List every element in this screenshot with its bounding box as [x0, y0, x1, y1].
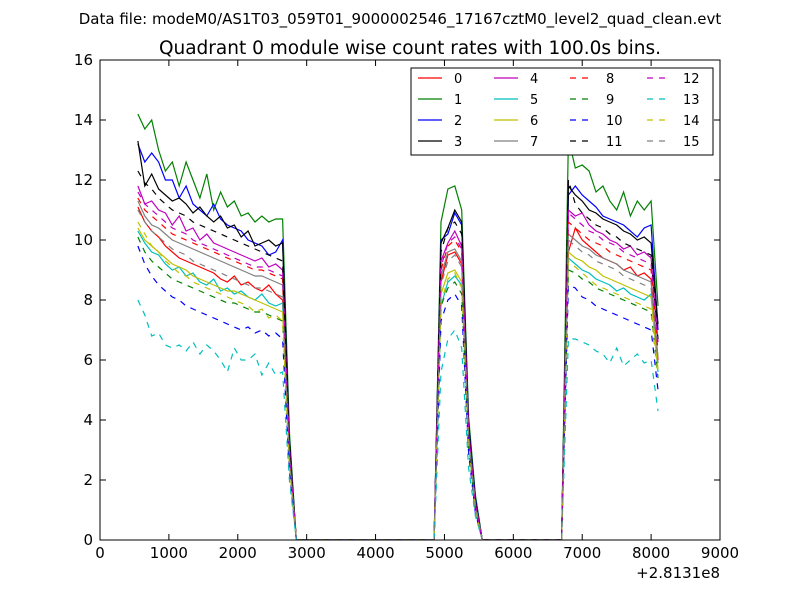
y-tick-label: 14: [74, 111, 93, 129]
series-line-11: [137, 170, 659, 540]
series-layer: [137, 113, 659, 540]
x-tick-label: 9000: [701, 544, 739, 562]
y-tick-label: 2: [83, 471, 93, 489]
ticks-layer: 0 1000 2000 3000 4000 5000 6000 7000 8000 9000 0 2 4…: [74, 51, 739, 562]
series-line-5: [137, 230, 659, 540]
x-tick-label: 6000: [494, 544, 532, 562]
x-tick-label: 2000: [219, 544, 257, 562]
legend-label-12: 12: [683, 72, 700, 87]
series-line-9: [137, 236, 659, 540]
legend-label-0: 0: [454, 72, 462, 87]
series-line-3: [137, 140, 659, 540]
series-line-7: [137, 200, 659, 540]
legend-label-15: 15: [683, 135, 700, 150]
x-tick-label: 5000: [425, 544, 463, 562]
x-tick-label: 7000: [563, 544, 601, 562]
y-tick-label: 16: [74, 51, 93, 69]
legend-label-9: 9: [606, 93, 614, 108]
y-tick-label: 8: [83, 291, 93, 309]
y-tick-label: 6: [83, 351, 93, 369]
legend-label-6: 6: [530, 114, 538, 129]
y-tick-label: 10: [74, 231, 93, 249]
legend-label-4: 4: [530, 72, 538, 87]
x-tick-label: 1000: [150, 544, 188, 562]
y-tick-label: 12: [74, 171, 93, 189]
y-tick-label: 4: [83, 411, 93, 429]
legend-label-2: 2: [454, 114, 462, 129]
series-line-2: [137, 143, 659, 540]
series-line-14: [137, 221, 659, 540]
legend-label-8: 8: [606, 72, 614, 87]
y-tick-label: 0: [83, 531, 93, 549]
x-tick-label: 0: [95, 544, 105, 562]
figure-suptitle: Data file: modeM0/AS1T03_059T01_90000025…: [79, 10, 722, 29]
x-offset-label: +2.8131e8: [636, 564, 720, 582]
legend-label-10: 10: [606, 114, 623, 129]
x-tick-label: 4000: [356, 544, 394, 562]
x-tick-label: 3000: [288, 544, 326, 562]
legend-label-3: 3: [454, 135, 462, 150]
series-line-0: [137, 206, 659, 540]
legend-label-5: 5: [530, 93, 538, 108]
series-line-8: [137, 197, 659, 540]
series-line-1: [137, 113, 659, 540]
legend-label-11: 11: [606, 135, 623, 150]
series-line-6: [137, 227, 659, 540]
series-line-10: [137, 245, 659, 540]
legend-label-14: 14: [683, 114, 700, 129]
series-line-4: [137, 185, 659, 540]
series-line-13: [137, 299, 659, 540]
chart-title: Quadrant 0 module wise count rates with …: [159, 38, 661, 59]
legend-label-1: 1: [454, 93, 462, 108]
x-tick-label: 8000: [632, 544, 670, 562]
legend-label-13: 13: [683, 93, 700, 108]
legend-label-7: 7: [530, 135, 538, 150]
